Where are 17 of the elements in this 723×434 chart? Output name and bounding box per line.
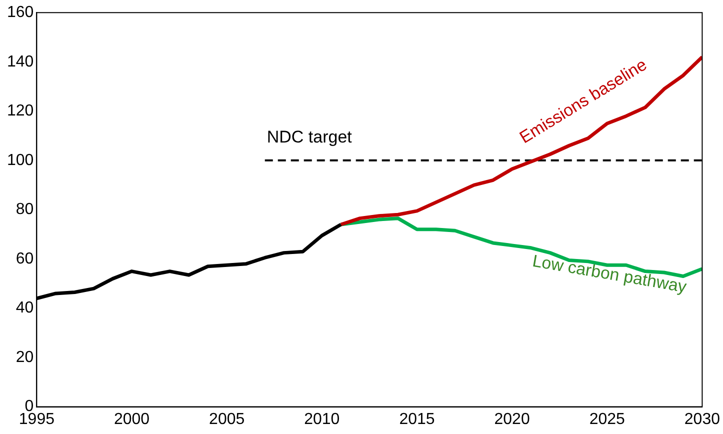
y-tick-label: 140 [6, 53, 34, 70]
series-label: NDC target [266, 128, 352, 147]
y-tick-label: 60 [16, 250, 34, 268]
x-tick-label: 2030 [684, 410, 720, 428]
text: Low carbon pathway [531, 251, 688, 297]
x-tick-label: 2025 [589, 410, 626, 428]
x-tick-label: 2010 [304, 410, 340, 428]
y-tick-label: 80 [16, 201, 34, 218]
x-tick-label: 2020 [494, 410, 530, 428]
y-tick-label: 120 [6, 102, 34, 120]
x-tick-label: 2005 [209, 410, 245, 428]
x-tick-label: 2000 [114, 410, 150, 428]
y-tick-label: 20 [16, 348, 34, 366]
y-tick-label: 100 [6, 152, 34, 169]
y-tick-label: 160 [6, 4, 34, 22]
y-tick-label: 40 [16, 300, 34, 317]
x-tick-label: 2015 [399, 410, 435, 428]
